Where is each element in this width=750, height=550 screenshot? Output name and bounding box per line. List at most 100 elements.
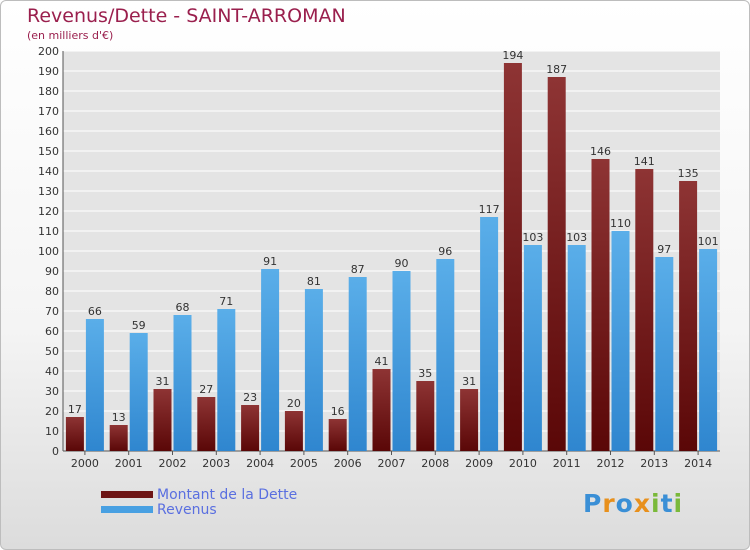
bar-dette [679,181,698,451]
bar-dette [547,77,566,451]
y-tick-label: 200 [38,45,59,58]
bar-revenus [567,245,586,451]
y-tick-label: 100 [38,245,59,258]
y-tick-label: 40 [45,365,59,378]
y-tick-label: 0 [52,445,59,458]
data-label-dette: 194 [502,49,523,62]
data-label-revenus: 103 [566,231,587,244]
y-tick-label: 10 [45,425,59,438]
x-tick-label: 2012 [597,457,625,470]
x-tick-label: 2006 [334,457,362,470]
bar-revenus [217,309,236,451]
data-label-dette: 23 [243,391,257,404]
y-tick-label: 70 [45,305,59,318]
bar-revenus [699,249,718,451]
bar-revenus [523,245,542,451]
data-label-dette: 31 [156,375,170,388]
legend-swatch-revenus [101,506,153,513]
logo-letter: o [615,489,634,518]
y-tick-label: 120 [38,205,59,218]
legend-label-revenus: Revenus [157,501,217,518]
data-label-revenus: 87 [351,263,365,276]
x-tick-label: 2011 [553,457,581,470]
bar-dette [591,159,610,451]
x-tick-label: 2010 [509,457,537,470]
data-label-dette: 20 [287,397,301,410]
data-label-revenus: 117 [479,203,500,216]
y-tick-label: 180 [38,85,59,98]
x-tick-label: 2005 [290,457,318,470]
bar-dette [65,417,84,451]
logo-letter: x [633,489,651,518]
logo-letter: t [660,489,674,518]
bar-dette [241,405,260,451]
data-label-dette: 41 [375,355,389,368]
bar-revenus [85,319,104,451]
data-label-revenus: 71 [219,295,233,308]
bar-dette [109,425,128,451]
bar-revenus [611,231,630,451]
data-label-dette: 13 [112,411,126,424]
data-label-revenus: 96 [438,245,452,258]
data-label-revenus: 59 [132,319,146,332]
data-label-dette: 141 [634,155,655,168]
proxiti-logo: Proxiti [583,489,683,518]
y-tick-label: 30 [45,385,59,398]
legend-item-revenus: Revenus [101,501,297,518]
bar-revenus [436,259,455,451]
x-tick-label: 2002 [159,457,187,470]
legend-label-dette: Montant de la Dette [157,486,298,503]
x-tick-label: 2014 [684,457,712,470]
bar-revenus [480,217,499,451]
logo-letter: i [651,489,661,518]
data-label-revenus: 90 [395,257,409,270]
legend-item-dette: Montant de la Dette [101,486,298,503]
x-tick-label: 2001 [115,457,143,470]
legend-swatch-dette [101,491,153,498]
y-tick-label: 90 [45,265,59,278]
bar-dette [416,381,435,451]
data-label-revenus: 97 [657,243,671,256]
y-tick-label: 170 [38,105,59,118]
bar-dette [197,397,216,451]
x-tick-label: 2004 [246,457,274,470]
x-tick-label: 2003 [202,457,230,470]
y-tick-label: 160 [38,125,59,138]
y-tick-label: 190 [38,65,59,78]
data-label-dette: 135 [678,167,699,180]
x-tick-label: 2009 [465,457,493,470]
data-label-revenus: 81 [307,275,321,288]
data-label-revenus: 68 [176,301,190,314]
data-label-revenus: 103 [522,231,543,244]
data-label-dette: 31 [462,375,476,388]
y-tick-label: 110 [38,225,59,238]
data-label-revenus: 66 [88,305,102,318]
bar-revenus [392,271,411,451]
x-tick-label: 2008 [421,457,449,470]
logo-letter: i [673,489,684,518]
bar-revenus [173,315,192,451]
y-tick-label: 50 [45,345,59,358]
y-tick-label: 150 [38,145,59,158]
y-tick-label: 80 [45,285,59,298]
bar-dette [460,389,479,451]
bar-dette [328,419,347,451]
y-tick-label: 20 [45,405,59,418]
data-label-revenus: 110 [610,217,631,230]
chart-subtitle: (en milliers d'€) [27,29,114,42]
x-tick-label: 2013 [640,457,668,470]
logo-letter: r [602,489,616,518]
data-label-dette: 187 [546,63,567,76]
bar-dette [372,369,391,451]
bar-dette [153,389,172,451]
data-label-revenus: 91 [263,255,277,268]
bar-revenus [304,289,323,451]
y-tick-label: 130 [38,185,59,198]
data-label-dette: 146 [590,145,611,158]
bar-revenus [129,333,148,451]
bar-dette [503,63,522,451]
data-label-revenus: 101 [698,235,719,248]
data-label-dette: 27 [199,383,213,396]
